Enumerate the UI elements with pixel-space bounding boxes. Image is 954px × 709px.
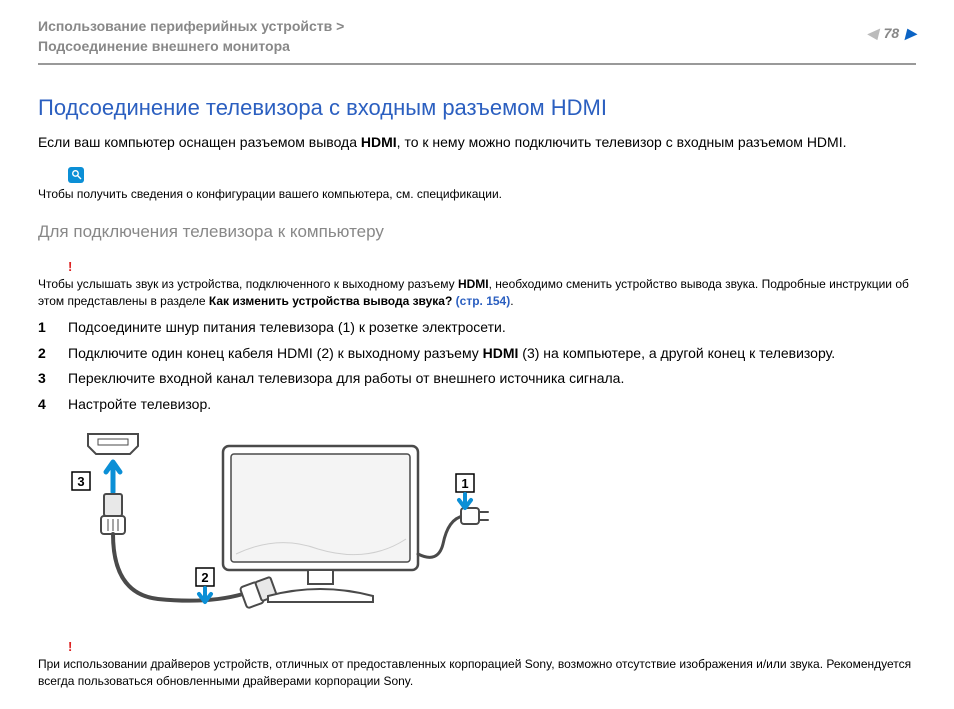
next-page-arrow-icon[interactable]: ▶ [905, 24, 916, 44]
step-1: Подсоедините шнур питания телевизора (1)… [38, 318, 916, 338]
warning-text-2: При использовании драйверов устройств, о… [38, 656, 916, 690]
breadcrumb-line2: Подсоединение внешнего монитора [38, 36, 344, 56]
label-2: 2 [196, 568, 214, 586]
step-4: Настройте телевизор. [38, 395, 916, 415]
page-number: 78 [884, 24, 900, 44]
hdmi-port-icon [88, 434, 138, 454]
intro-post: , то к нему можно подключить телевизор с… [397, 134, 847, 150]
svg-text:2: 2 [201, 570, 208, 585]
intro-text: Если ваш компьютер оснащен разъемом выво… [38, 133, 916, 153]
warning-text-1: Чтобы услышать звук из устройства, подкл… [38, 276, 916, 310]
page-title: Подсоединение телевизора с входным разъе… [38, 93, 916, 124]
label-3: 3 [72, 472, 90, 490]
warning-icon-2: ! [68, 638, 916, 656]
connection-diagram: 3 2 [68, 424, 916, 629]
power-plug-icon [461, 508, 488, 524]
note-text: Чтобы получить сведения о конфигурации в… [38, 186, 916, 203]
arrow-to-plug-icon [459, 494, 471, 508]
prev-page-arrow-icon[interactable]: ◀ [867, 24, 878, 44]
label-1: 1 [456, 474, 474, 492]
arrow-to-port-icon [106, 462, 120, 492]
intro-bold: HDMI [361, 134, 397, 150]
breadcrumb: Использование периферийных устройств > П… [38, 16, 344, 57]
note-block: Чтобы получить сведения о конфигурации в… [38, 167, 916, 202]
breadcrumb-line1: Использование периферийных устройств > [38, 16, 344, 36]
hdmi-plug-icon [101, 494, 125, 534]
page-link[interactable]: (стр. 154) [452, 294, 510, 308]
steps-list: Подсоедините шнур питания телевизора (1)… [38, 318, 916, 414]
step-3: Переключите входной канал телевизора для… [38, 369, 916, 389]
warning-block-2: ! При использовании драйверов устройств,… [38, 638, 916, 690]
power-cable-icon [418, 516, 463, 557]
tv-icon [223, 446, 418, 602]
pager: ◀ 78 ▶ [867, 24, 916, 44]
warning-block-1: ! Чтобы услышать звук из устройства, под… [38, 258, 916, 310]
svg-text:3: 3 [77, 474, 84, 489]
hdmi-plug-2-icon [240, 577, 277, 609]
step-2: Подключите один конец кабеля HDMI (2) к … [38, 344, 916, 364]
warning-icon: ! [68, 258, 916, 276]
svg-text:1: 1 [461, 476, 468, 491]
subheading: Для подключения телевизора к компьютеру [38, 220, 916, 244]
magnifier-icon [68, 167, 84, 183]
page-header: Использование периферийных устройств > П… [38, 16, 916, 65]
intro-pre: Если ваш компьютер оснащен разъемом выво… [38, 134, 361, 150]
